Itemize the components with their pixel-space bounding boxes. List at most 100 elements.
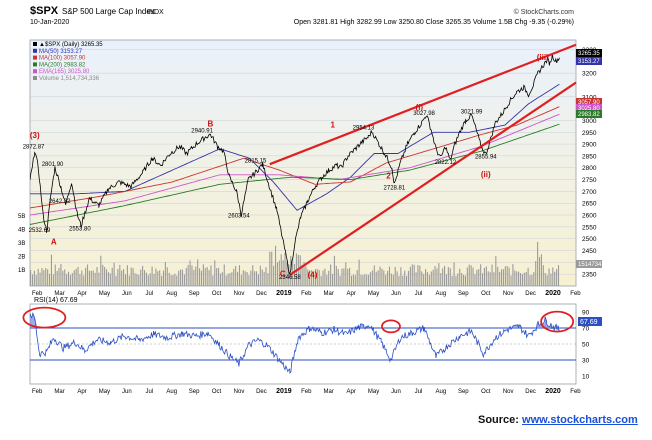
rsi-fill-bar (373, 327, 375, 328)
volume-bars (30, 241, 560, 286)
x-axis-label: Sep (189, 389, 200, 395)
volume-bar (66, 274, 68, 286)
rsi-fill-bar (362, 324, 364, 328)
volume-bar (419, 265, 421, 286)
volume-bar (113, 262, 115, 286)
volume-bar (495, 256, 497, 286)
volume-bar (30, 270, 32, 286)
wave-label: 2 (386, 171, 391, 180)
volume-bar (193, 270, 195, 286)
volume-tick: 5B (18, 214, 25, 220)
symbol-title: $SPX (30, 5, 59, 17)
volume-bar (438, 263, 440, 286)
volume-bar (428, 274, 430, 286)
volume-bar (518, 271, 520, 286)
right-label-box (576, 57, 602, 65)
wave-label: (4) (308, 271, 318, 280)
volume-bar (483, 267, 485, 286)
volume-bar (227, 273, 229, 286)
volume-bar (366, 274, 368, 286)
volume-bar (214, 260, 216, 286)
volume-bar (305, 266, 307, 286)
volume-bar (252, 265, 254, 286)
source-link[interactable]: www.stockcharts.com (522, 414, 638, 426)
volume-bar (379, 266, 381, 286)
rsi-title: RSI(14) 67.69 (34, 297, 78, 304)
price-value-label: 2954.13 (353, 125, 375, 131)
x-axis-label: Nov (503, 291, 514, 297)
x-axis-label: Mar (54, 291, 64, 297)
price-line (30, 53, 560, 276)
volume-bar (86, 264, 89, 286)
price-y-tick: 2600 (582, 213, 597, 220)
volume-bar (550, 273, 552, 286)
volume-bar (521, 274, 523, 286)
volume-bar (407, 270, 410, 286)
x-axis-label: Aug (436, 291, 447, 297)
volume-bar (510, 275, 512, 286)
x-axis-label: Apr (346, 389, 355, 395)
rsi-fill-bar (549, 326, 551, 328)
volume-bar (123, 268, 125, 286)
volume-bar (273, 265, 275, 286)
index-name: S&P 500 Large Cap Index (62, 7, 155, 16)
x-axis-label: Apr (77, 291, 86, 297)
price-value-label: 2346.58 (279, 275, 301, 281)
wedge-upper-line (269, 43, 577, 166)
volume-bar (519, 273, 522, 286)
volume-bar (35, 275, 37, 286)
volume-bar (557, 265, 560, 286)
volume-bar (476, 269, 478, 286)
price-x-axis-labels: Feb Mar Apr May Jun Jul Aug Sep Oct Nov Dec 2019 Feb… (32, 290, 581, 297)
x-axis-label: Jul (415, 389, 423, 395)
right-value-label: 3265.35 (578, 51, 600, 57)
x-axis-label: Oct (212, 389, 222, 395)
rsi-last-value: 67.69 (580, 319, 598, 326)
volume-bar (434, 265, 436, 286)
legend-swatch (33, 55, 37, 60)
price-y-tick: 2800 (582, 165, 597, 172)
volume-axis-ticks: 5B 4B 3B 2B 1B (18, 214, 25, 274)
price-value-label: 2801.90 (42, 162, 64, 168)
volume-bar (233, 268, 235, 286)
rsi-fill-bar (32, 313, 34, 328)
price-value-label: 2815.15 (245, 158, 267, 164)
volume-bar (254, 271, 256, 286)
right-label-box (576, 260, 602, 268)
volume-bar (413, 264, 415, 286)
volume-bar (168, 272, 170, 286)
volume-bar (470, 265, 472, 286)
volume-bar (200, 270, 203, 286)
source-note: Source: www.stockcharts.com (478, 414, 638, 426)
volume-bar (362, 275, 364, 286)
volume-bar (392, 274, 394, 286)
volume-bar (497, 266, 499, 286)
volume-bar (271, 251, 273, 286)
rsi-fill-bar (360, 324, 362, 328)
volume-bar (432, 269, 434, 286)
rsi-fill-bar (539, 325, 541, 328)
rsi-fill-bar (538, 324, 540, 328)
volume-bar (459, 268, 461, 286)
rsi-fill-bar (545, 316, 547, 328)
legend-item: Volume 1,514,734,336 (39, 76, 100, 82)
volume-bar (385, 274, 387, 286)
volume-bar (540, 254, 542, 286)
volume-bar (83, 275, 85, 286)
price-y-tick: 3100 (582, 94, 597, 101)
volume-bar (219, 273, 222, 286)
x-axis-label: Sep (458, 291, 469, 297)
volume-bar (406, 275, 408, 286)
volume-bar (396, 271, 398, 286)
x-axis-label: Oct (481, 389, 491, 395)
price-y-tick: 2650 (582, 201, 597, 208)
rsi-highlight-ellipse (22, 306, 67, 329)
volume-tick: 4B (18, 228, 25, 234)
volume-bar (174, 273, 176, 286)
volume-bar (358, 259, 360, 286)
volume-bar (318, 270, 320, 286)
volume-bar (265, 267, 267, 286)
volume-bar (330, 264, 332, 286)
volume-bar (85, 267, 87, 286)
